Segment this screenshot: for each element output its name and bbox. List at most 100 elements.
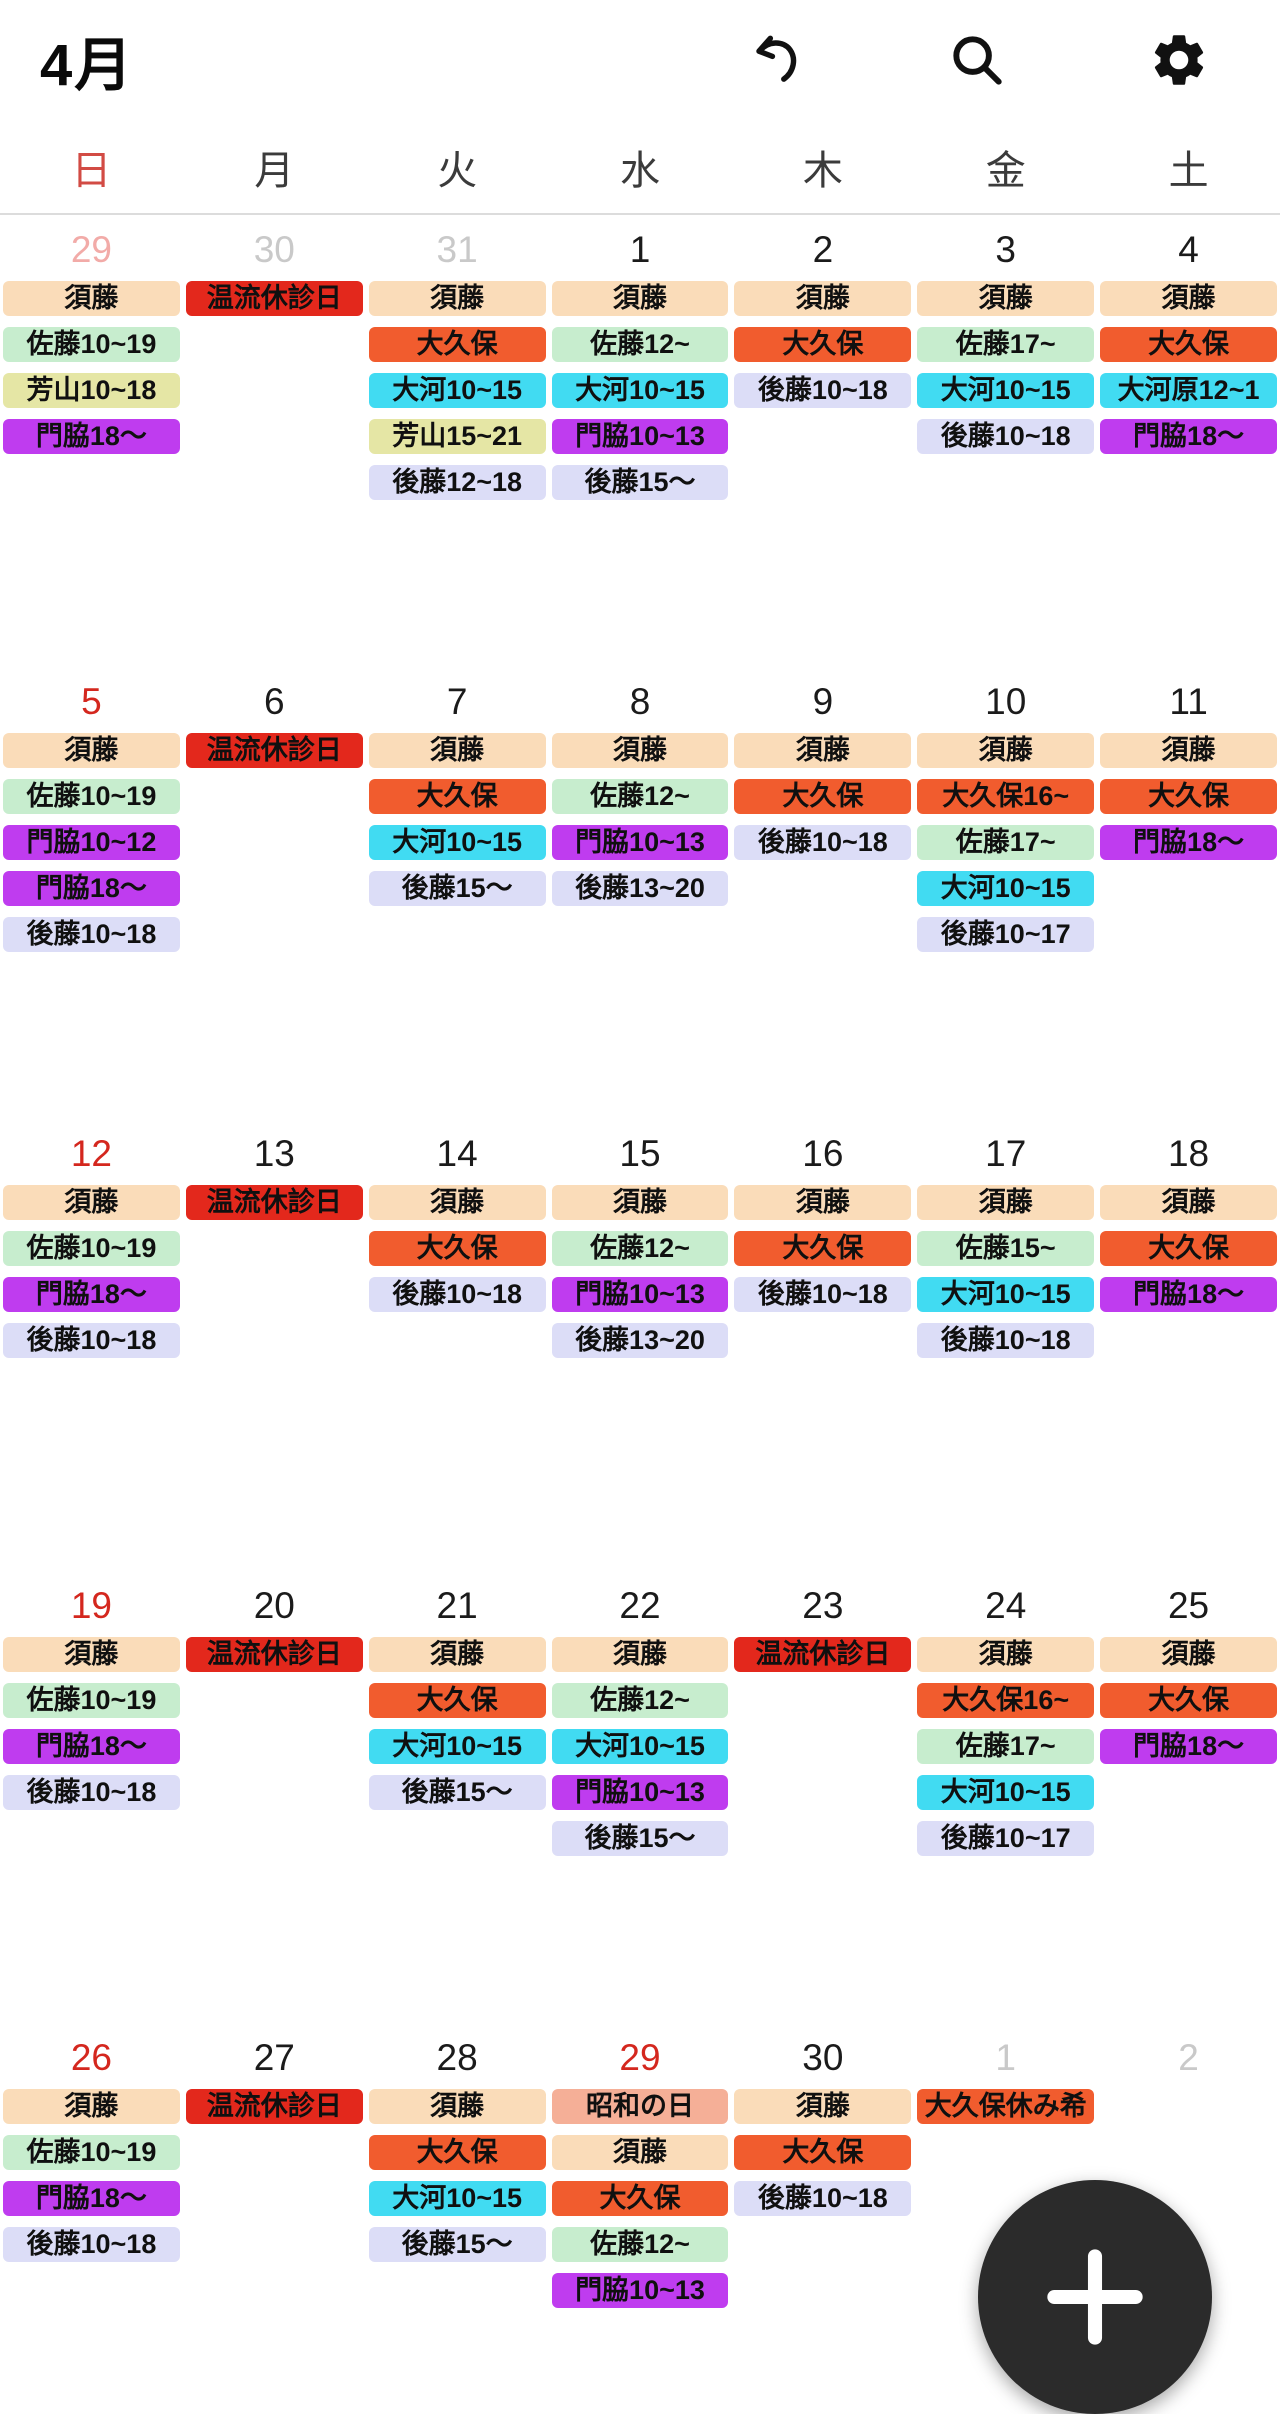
day-cell-7[interactable]: 7 須藤 大久保 大河10~15 後藤15〜 xyxy=(366,667,549,1119)
event-chip-sudo[interactable]: 須藤 xyxy=(3,2089,180,2124)
day-cell-24[interactable]: 24 須藤 大久保16~ 佐藤17~ 大河10~15 後藤10~17 xyxy=(914,1571,1097,2023)
event-chip-kadowaki[interactable]: 門脇18〜 xyxy=(1100,1729,1277,1764)
day-cell-2[interactable]: 2 須藤 大久保 後藤10~18 xyxy=(731,215,914,667)
day-cell-21[interactable]: 21 須藤 大久保 大河10~15 後藤15〜 xyxy=(366,1571,549,2023)
event-chip-goto[interactable]: 後藤10~17 xyxy=(917,917,1095,952)
event-chip-okubo[interactable]: 大久保 xyxy=(368,1231,546,1266)
event-chip-sato[interactable]: 佐藤17~ xyxy=(917,825,1095,860)
event-chip-showa[interactable]: 昭和の日 xyxy=(551,2089,729,2124)
event-chip-yoshiyama[interactable]: 芳山10~18 xyxy=(3,373,180,408)
event-chip-goto[interactable]: 後藤10~18 xyxy=(734,2181,912,2216)
event-chip-kadowaki[interactable]: 門脇18〜 xyxy=(3,419,180,454)
day-cell-1[interactable]: 1 大久保休み希 xyxy=(914,2023,1097,2414)
event-chip-kadowaki[interactable]: 門脇10~13 xyxy=(551,1775,729,1810)
event-chip-okubo[interactable]: 大久保 xyxy=(551,2181,729,2216)
event-chip-taiga[interactable]: 大河10~15 xyxy=(368,1729,546,1764)
day-cell-1[interactable]: 1 須藤 佐藤12~ 大河10~15 門脇10~13 後藤15〜 xyxy=(549,215,732,667)
event-chip-sato[interactable]: 佐藤12~ xyxy=(551,1231,729,1266)
event-chip-taiga[interactable]: 大河10~15 xyxy=(917,373,1095,408)
event-chip-okubo[interactable]: 大久保 xyxy=(734,1231,912,1266)
event-chip-taiga[interactable]: 大河10~15 xyxy=(551,373,729,408)
event-chip-yoshiyama[interactable]: 芳山15~21 xyxy=(368,419,546,454)
event-chip-sudo[interactable]: 須藤 xyxy=(551,281,729,316)
event-chip-goto[interactable]: 後藤10~18 xyxy=(917,1323,1095,1358)
day-cell-9[interactable]: 9 須藤 大久保 後藤10~18 xyxy=(731,667,914,1119)
event-chip-goto[interactable]: 後藤13~20 xyxy=(551,871,729,906)
day-cell-13[interactable]: 13 温流休診日 xyxy=(183,1119,366,1571)
day-cell-12[interactable]: 12 須藤 佐藤10~19 門脇18〜 後藤10~18 xyxy=(0,1119,183,1571)
event-chip-kadowaki[interactable]: 門脇10~13 xyxy=(551,419,729,454)
event-chip-kadowaki[interactable]: 門脇18〜 xyxy=(1100,1277,1277,1312)
settings-button[interactable] xyxy=(1146,27,1212,93)
day-cell-4[interactable]: 4 須藤 大久保 大河原12~1 門脇18〜 xyxy=(1097,215,1280,667)
event-chip-sudo[interactable]: 須藤 xyxy=(734,2089,912,2124)
event-chip-goto[interactable]: 後藤15〜 xyxy=(368,871,546,906)
event-chip-okubo[interactable]: 大久保 xyxy=(734,779,912,814)
event-chip-sudo[interactable]: 須藤 xyxy=(734,1185,912,1220)
event-chip-goto[interactable]: 後藤12~18 xyxy=(368,465,546,500)
event-chip-closed[interactable]: 温流休診日 xyxy=(185,2089,363,2124)
event-chip-okubo[interactable]: 大久保 xyxy=(1100,1231,1277,1266)
event-chip-sudo[interactable]: 須藤 xyxy=(917,1637,1095,1672)
event-chip-goto[interactable]: 後藤15〜 xyxy=(551,465,729,500)
event-chip-goto[interactable]: 後藤10~18 xyxy=(917,419,1095,454)
event-chip-goto[interactable]: 後藤10~18 xyxy=(3,2227,180,2262)
event-chip-closed[interactable]: 温流休診日 xyxy=(185,281,363,316)
event-chip-goto[interactable]: 後藤10~17 xyxy=(917,1821,1095,1856)
day-cell-26[interactable]: 26 須藤 佐藤10~19 門脇18〜 後藤10~18 xyxy=(0,2023,183,2414)
event-chip-taiga[interactable]: 大河原12~1 xyxy=(1100,373,1277,408)
event-chip-goto[interactable]: 後藤10~18 xyxy=(3,1323,180,1358)
day-cell-5[interactable]: 5 須藤 佐藤10~19 門脇10~12 門脇18〜 後藤10~18 xyxy=(0,667,183,1119)
day-cell-30[interactable]: 30 須藤 大久保 後藤10~18 xyxy=(731,2023,914,2414)
event-chip-kadowaki[interactable]: 門脇18〜 xyxy=(1100,419,1277,454)
event-chip-goto[interactable]: 後藤10~18 xyxy=(734,825,912,860)
event-chip-okubo[interactable]: 大久保 xyxy=(734,327,912,362)
day-cell-20[interactable]: 20 温流休診日 xyxy=(183,1571,366,2023)
event-chip-sato[interactable]: 佐藤12~ xyxy=(551,327,729,362)
event-chip-kadowaki[interactable]: 門脇18〜 xyxy=(1100,825,1277,860)
event-chip-sudo[interactable]: 須藤 xyxy=(917,1185,1095,1220)
event-chip-closed[interactable]: 温流休診日 xyxy=(734,1637,912,1672)
day-cell-10[interactable]: 10 須藤 大久保16~ 佐藤17~ 大河10~15 後藤10~17 xyxy=(914,667,1097,1119)
event-chip-kadowaki[interactable]: 門脇18〜 xyxy=(3,1277,180,1312)
event-chip-taiga[interactable]: 大河10~15 xyxy=(368,825,546,860)
event-chip-goto[interactable]: 後藤10~18 xyxy=(734,373,912,408)
day-cell-14[interactable]: 14 須藤 大久保 後藤10~18 xyxy=(366,1119,549,1571)
event-chip-goto[interactable]: 後藤10~18 xyxy=(734,1277,912,1312)
event-chip-sudo[interactable]: 須藤 xyxy=(1100,1185,1277,1220)
event-chip-sato[interactable]: 佐藤10~19 xyxy=(3,1231,180,1266)
event-chip-okubo[interactable]: 大久保 xyxy=(1100,1683,1277,1718)
event-chip-taiga[interactable]: 大河10~15 xyxy=(917,871,1095,906)
day-cell-16[interactable]: 16 須藤 大久保 後藤10~18 xyxy=(731,1119,914,1571)
event-chip-sudo[interactable]: 須藤 xyxy=(3,1637,180,1672)
event-chip-sato[interactable]: 佐藤12~ xyxy=(551,1683,729,1718)
event-chip-closed[interactable]: 温流休診日 xyxy=(185,1185,363,1220)
event-chip-goto[interactable]: 後藤13~20 xyxy=(551,1323,729,1358)
day-cell-22[interactable]: 22 須藤 佐藤12~ 大河10~15 門脇10~13 後藤15〜 xyxy=(549,1571,732,2023)
event-chip-sudo[interactable]: 須藤 xyxy=(1100,281,1277,316)
event-chip-taiga[interactable]: 大河10~15 xyxy=(551,1729,729,1764)
day-cell-8[interactable]: 8 須藤 佐藤12~ 門脇10~13 後藤13~20 xyxy=(549,667,732,1119)
event-chip-sudo[interactable]: 須藤 xyxy=(1100,1637,1277,1672)
event-chip-sato[interactable]: 佐藤10~19 xyxy=(3,779,180,814)
event-chip-goto[interactable]: 後藤15〜 xyxy=(368,2227,546,2262)
event-chip-sudo[interactable]: 須藤 xyxy=(3,281,180,316)
day-cell-29[interactable]: 29 須藤 佐藤10~19 芳山10~18 門脇18〜 xyxy=(0,215,183,667)
day-cell-29[interactable]: 29 昭和の日 須藤 大久保 佐藤12~ 門脇10~13 xyxy=(549,2023,732,2414)
event-chip-taiga[interactable]: 大河10~15 xyxy=(917,1277,1095,1312)
event-chip-okubo[interactable]: 大久保 xyxy=(1100,327,1277,362)
day-cell-2[interactable]: 2 xyxy=(1097,2023,1280,2414)
undo-button[interactable] xyxy=(742,27,808,93)
event-chip-okubo[interactable]: 大久保16~ xyxy=(917,1683,1095,1718)
event-chip-sudo[interactable]: 須藤 xyxy=(3,733,180,768)
day-cell-27[interactable]: 27 温流休診日 xyxy=(183,2023,366,2414)
event-chip-okubo[interactable]: 大久保 xyxy=(368,327,546,362)
event-chip-sudo[interactable]: 須藤 xyxy=(368,1185,546,1220)
event-chip-sudo[interactable]: 須藤 xyxy=(368,733,546,768)
day-cell-31[interactable]: 31 須藤 大久保 大河10~15 芳山15~21 後藤12~18 xyxy=(366,215,549,667)
event-chip-kadowaki[interactable]: 門脇10~13 xyxy=(551,1277,729,1312)
event-chip-okubo[interactable]: 大久保休み希 xyxy=(917,2089,1095,2124)
event-chip-kadowaki[interactable]: 門脇18〜 xyxy=(3,1729,180,1764)
event-chip-sato[interactable]: 佐藤10~19 xyxy=(3,2135,180,2170)
event-chip-sato[interactable]: 佐藤12~ xyxy=(551,2227,729,2262)
